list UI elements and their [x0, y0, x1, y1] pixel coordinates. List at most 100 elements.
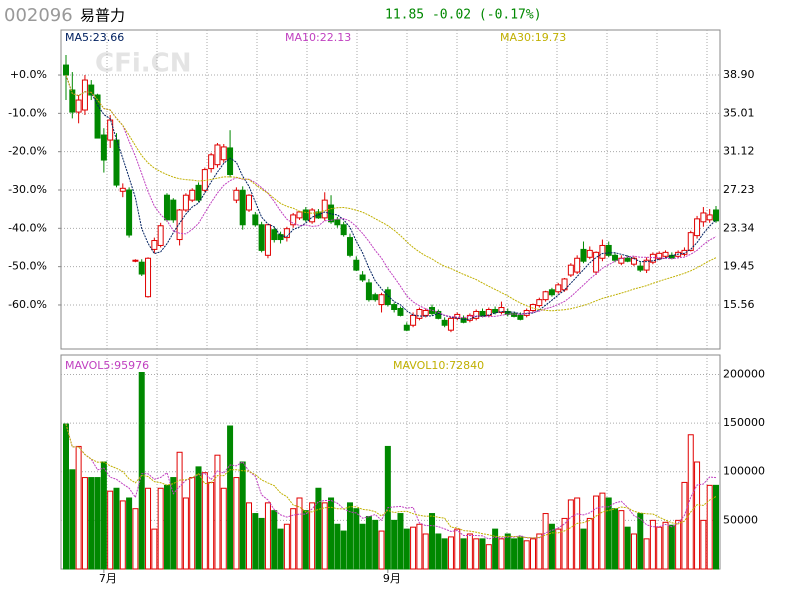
- y-tick-label: 38.90: [723, 68, 755, 81]
- candle-body: [706, 214, 713, 221]
- candle-body: [365, 282, 372, 301]
- volume-bar: [548, 523, 555, 570]
- ma-label: MA5:23.66: [65, 31, 124, 44]
- volume-bar: [517, 536, 524, 570]
- candle-body: [296, 211, 303, 219]
- volume-bar: [302, 510, 309, 570]
- volume-bar: [466, 533, 473, 570]
- volume-bar: [346, 502, 353, 570]
- ma-label: MA10:22.13: [285, 31, 351, 44]
- volume-bar: [126, 497, 133, 570]
- candle-body: [69, 89, 76, 113]
- candle-body: [359, 274, 366, 281]
- candle-body: [63, 64, 69, 76]
- candle-body: [252, 214, 259, 226]
- candle-body: [81, 79, 88, 111]
- volume-bar: [359, 523, 366, 570]
- volume-bar: [618, 510, 625, 570]
- volume-bar: [574, 497, 581, 570]
- volume-bar: [580, 528, 587, 570]
- volume-bar: [435, 533, 442, 570]
- volume-bar: [447, 536, 454, 570]
- volume-bar: [567, 499, 574, 570]
- volume-bar: [630, 533, 637, 570]
- volume-bar: [365, 515, 372, 570]
- volume-bar: [612, 508, 619, 570]
- volume-bar: [460, 538, 467, 570]
- volume-bar: [239, 461, 246, 570]
- volume-bar: [189, 477, 196, 570]
- volume-bar: [353, 508, 360, 570]
- volume-bar: [214, 454, 221, 570]
- volume-bar: [416, 523, 423, 570]
- volume-bar: [170, 477, 177, 570]
- candle-body: [271, 229, 278, 241]
- volume-tick-label: 200000: [723, 367, 765, 380]
- volume-bar: [668, 524, 675, 570]
- y-tick-label: 15.56: [723, 298, 755, 311]
- volume-bar: [100, 461, 107, 570]
- volume-bar: [586, 517, 593, 570]
- volume-bar: [422, 533, 429, 570]
- candle-body: [334, 219, 341, 226]
- volume-bar: [504, 533, 511, 570]
- candle-body: [372, 294, 379, 301]
- y2-tick-label: -50.0%: [8, 260, 47, 273]
- candle-body: [473, 310, 480, 319]
- volume-bar: [687, 434, 694, 570]
- candle-body: [504, 310, 511, 315]
- y2-tick-label: +0.0%: [10, 68, 47, 81]
- candle-body: [649, 253, 656, 263]
- candle-body: [498, 307, 505, 313]
- y2-tick-label: -20.0%: [8, 145, 47, 158]
- candle-body: [624, 257, 631, 262]
- volume-ma-label: MAVOL5:95976: [65, 359, 149, 372]
- volume-bar: [511, 538, 518, 570]
- volume-bar: [542, 513, 549, 570]
- candle-body: [113, 139, 120, 186]
- volume-bar: [479, 538, 486, 570]
- candle-body: [529, 304, 536, 311]
- candle-body: [511, 312, 518, 317]
- volume-bar: [340, 530, 347, 570]
- volume-bar: [63, 423, 69, 570]
- candle-body: [290, 214, 297, 226]
- candle-body: [687, 232, 694, 251]
- volume-bar: [176, 451, 183, 570]
- volume-bar: [391, 519, 398, 570]
- candle-body: [176, 209, 183, 241]
- y2-tick-label: -10.0%: [8, 106, 47, 119]
- volume-bar: [637, 513, 644, 570]
- candle-body: [586, 249, 593, 258]
- candle-body: [694, 218, 701, 237]
- candle-body: [643, 259, 650, 271]
- candle-body: [208, 154, 215, 170]
- candle-body: [145, 257, 152, 298]
- volume-bar: [157, 487, 164, 570]
- candle-body: [492, 308, 499, 313]
- volume-bar: [227, 425, 234, 570]
- candle-body: [713, 209, 719, 222]
- candle-body: [567, 264, 574, 276]
- candle-body: [391, 304, 398, 310]
- volume-tick-label: 150000: [723, 416, 765, 429]
- volume-ma-line: [65, 423, 717, 540]
- candle-body: [277, 234, 284, 241]
- volume-bar: [498, 538, 505, 570]
- volume-bar: [700, 519, 707, 570]
- candle-body: [378, 294, 385, 306]
- quote: 11.85 -0.02 (-0.17%): [385, 8, 542, 23]
- candle-body: [574, 257, 581, 273]
- volume-bar: [643, 538, 650, 570]
- candle-body: [258, 224, 265, 251]
- volume-bar: [593, 495, 600, 570]
- volume-bar: [309, 502, 316, 570]
- volume-bar: [681, 481, 688, 570]
- candle-body: [454, 313, 461, 319]
- y-tick-label: 19.45: [723, 260, 755, 273]
- candle-body: [397, 308, 404, 316]
- volume-bar: [182, 497, 189, 570]
- candle-body: [233, 189, 240, 201]
